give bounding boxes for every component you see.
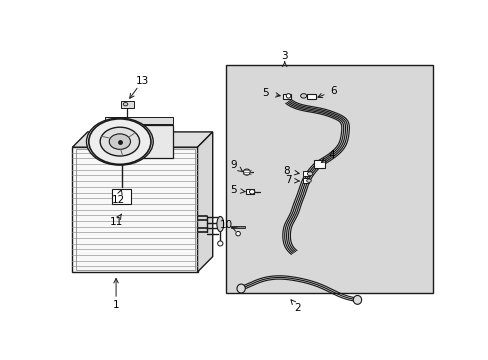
- Text: 10: 10: [219, 220, 232, 230]
- Bar: [314, 159, 324, 168]
- Ellipse shape: [243, 169, 250, 175]
- Ellipse shape: [235, 231, 240, 236]
- Bar: [282, 94, 290, 99]
- Ellipse shape: [307, 172, 312, 176]
- Ellipse shape: [300, 94, 306, 98]
- Bar: [121, 101, 133, 108]
- Ellipse shape: [123, 103, 127, 106]
- Text: 11: 11: [109, 217, 122, 227]
- Bar: [135, 125, 173, 158]
- Ellipse shape: [100, 127, 139, 156]
- Text: 7: 7: [285, 175, 291, 185]
- Ellipse shape: [353, 296, 361, 304]
- Ellipse shape: [306, 179, 311, 183]
- Ellipse shape: [217, 216, 223, 232]
- Text: 5: 5: [230, 185, 236, 195]
- Text: 3: 3: [281, 51, 287, 61]
- Text: 2: 2: [294, 303, 301, 313]
- Polygon shape: [72, 147, 197, 272]
- Ellipse shape: [89, 119, 151, 164]
- Bar: [231, 226, 244, 228]
- Text: 12: 12: [111, 195, 124, 205]
- Text: 6: 6: [330, 86, 337, 96]
- Ellipse shape: [237, 284, 245, 293]
- Bar: [225, 66, 432, 293]
- Bar: [112, 189, 131, 204]
- Text: 4: 4: [328, 150, 335, 161]
- Bar: [104, 117, 173, 125]
- Ellipse shape: [109, 134, 130, 149]
- Text: 9: 9: [230, 160, 236, 170]
- Text: 13: 13: [136, 76, 149, 86]
- Ellipse shape: [86, 118, 153, 165]
- Polygon shape: [72, 132, 212, 147]
- Bar: [302, 178, 308, 183]
- Polygon shape: [197, 132, 212, 272]
- Text: 8: 8: [283, 166, 289, 176]
- Ellipse shape: [249, 190, 254, 194]
- Text: 1: 1: [113, 300, 119, 310]
- Ellipse shape: [217, 241, 223, 246]
- Bar: [75, 149, 194, 270]
- Ellipse shape: [285, 94, 290, 98]
- Bar: [307, 94, 315, 99]
- Text: 5: 5: [262, 88, 268, 98]
- Bar: [245, 189, 254, 194]
- Bar: [302, 171, 310, 176]
